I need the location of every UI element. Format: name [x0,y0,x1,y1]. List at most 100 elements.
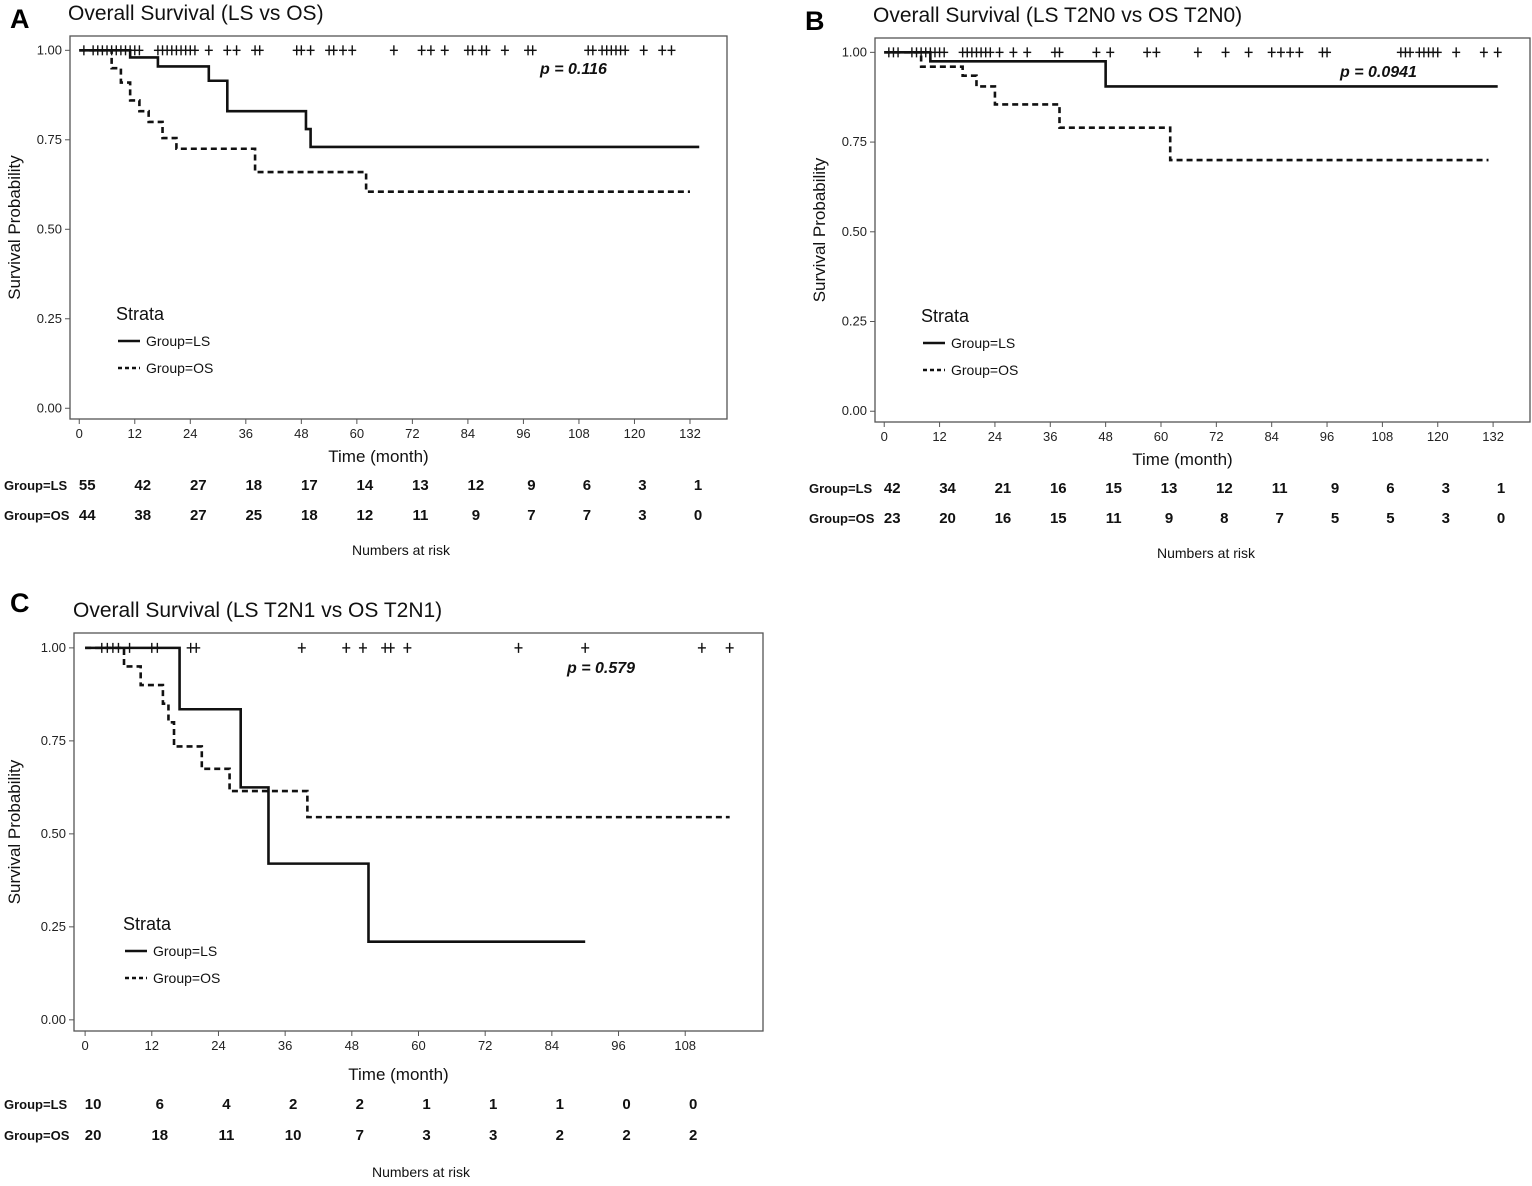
risk-value: 12 [468,477,485,494]
legend-label: Group=LS [951,335,1015,351]
censor-mark [1152,47,1161,58]
x-tick-label: 0 [81,1038,88,1053]
risk-value: 20 [939,510,956,527]
risk-group-label: Group=OS [4,1128,70,1143]
x-tick-label: 84 [545,1038,559,1053]
risk-value: 18 [151,1127,168,1144]
risk-value: 44 [79,507,96,524]
x-tick-label: 60 [1154,429,1168,444]
censor-mark [1244,47,1253,58]
risk-value: 5 [1386,510,1394,527]
risk-value: 4 [222,1096,231,1113]
y-tick-label: 0.50 [37,221,62,236]
x-tick-label: 12 [932,429,946,444]
risk-value: 9 [1331,480,1339,497]
censor-mark [358,642,367,653]
risk-value: 17 [301,477,318,494]
x-tick-label: 84 [461,426,475,441]
risk-value: 23 [884,510,901,527]
risk-value: 11 [1106,510,1122,527]
risk-value: 3 [638,507,646,524]
y-tick-label: 0.75 [842,134,867,149]
risk-value: 3 [1442,480,1450,497]
panel-a: A Overall Survival (LS vs OS) 0.00 0.25 0.50… [4,2,728,558]
x-tick-label: 0 [881,429,888,444]
x-tick-label: 24 [988,429,1002,444]
risk-value: 12 [1216,480,1233,497]
risk-value: 55 [79,477,96,494]
risk-value: 0 [689,1096,697,1113]
y-tick-label: 0.75 [41,733,66,748]
x-tick-label: 72 [1209,429,1223,444]
panel-letter: A [10,4,30,34]
y-tick-label: 0.00 [842,403,867,418]
censor-mark [426,45,435,56]
risk-value: 1 [694,477,702,494]
censor-mark [639,45,648,56]
risk-value: 9 [527,477,535,494]
legend-label: Group=OS [153,970,220,986]
censor-mark [725,642,734,653]
risk-value: 7 [356,1127,364,1144]
risk-table: Group=LS 55 42 27 18 17 14 13 12 9 6 3 1 Group=OS 44 38… [4,477,702,558]
y-axis-label: Survival Probability [5,759,24,904]
risk-value: 14 [357,477,374,494]
risk-value: 0 [694,507,702,524]
risk-group-label: Group=OS [809,511,875,526]
legend-title: Strata [123,914,172,934]
x-tick-label: 132 [679,426,701,441]
risk-value: 11 [219,1127,235,1144]
series-group-os [85,646,730,819]
censor-mark [297,642,306,653]
risk-value: 27 [190,477,207,494]
risk-value: 15 [1050,510,1067,527]
y-tick-label: 1.00 [842,44,867,59]
x-tick-label: 24 [211,1038,225,1053]
censor-mark [528,45,537,56]
x-tick-label: 36 [239,426,253,441]
censor-mark [297,45,306,56]
legend: Strata Group=LS Group=OS [116,304,213,376]
series-group-os [884,51,1489,162]
censor-mark [1023,47,1032,58]
panel-b: B Overall Survival (LS T2N0 vs OS T2N0) 0.… [805,4,1531,561]
y-axis-label: Survival Probability [810,157,829,302]
risk-value: 18 [301,507,318,524]
risk-value: 0 [622,1096,630,1113]
x-tick-label: 60 [411,1038,425,1053]
chart-title: Overall Survival (LS T2N1 vs OS T2N1) [73,599,442,622]
censor-mark [386,642,395,653]
risk-value: 2 [622,1127,630,1144]
y-tick-label: 0.75 [37,132,62,147]
censor-mark [1286,47,1295,58]
censor-mark [1276,47,1285,58]
x-tick-label: 132 [1482,429,1504,444]
x-tick-label: 72 [478,1038,492,1053]
y-axis-label: Survival Probability [5,155,24,300]
x-tick-label: 60 [350,426,364,441]
risk-value: 16 [1050,480,1067,497]
censor-mark [986,47,995,58]
censor-mark [995,47,1004,58]
censor-mark [342,642,351,653]
risk-value: 7 [583,507,591,524]
p-value: p = 0.0941 [1339,64,1417,81]
censor-mark [1106,47,1115,58]
risk-value: 21 [995,480,1012,497]
censor-mark [135,45,144,56]
risk-value: 6 [1386,480,1394,497]
risk-value: 5 [1331,510,1339,527]
risk-caption: Numbers at risk [1157,545,1256,561]
censor-mark [658,45,667,56]
censor-mark [940,47,949,58]
chart-title: Overall Survival (LS T2N0 vs OS T2N0) [873,4,1242,27]
censor-mark [1267,47,1276,58]
censor-mark [667,45,676,56]
legend-label: Group=LS [153,943,217,959]
censor-mark [1479,47,1488,58]
censor-mark [697,642,706,653]
x-tick-label: 96 [516,426,530,441]
plot-frame [874,37,1531,423]
risk-value: 6 [583,477,591,494]
